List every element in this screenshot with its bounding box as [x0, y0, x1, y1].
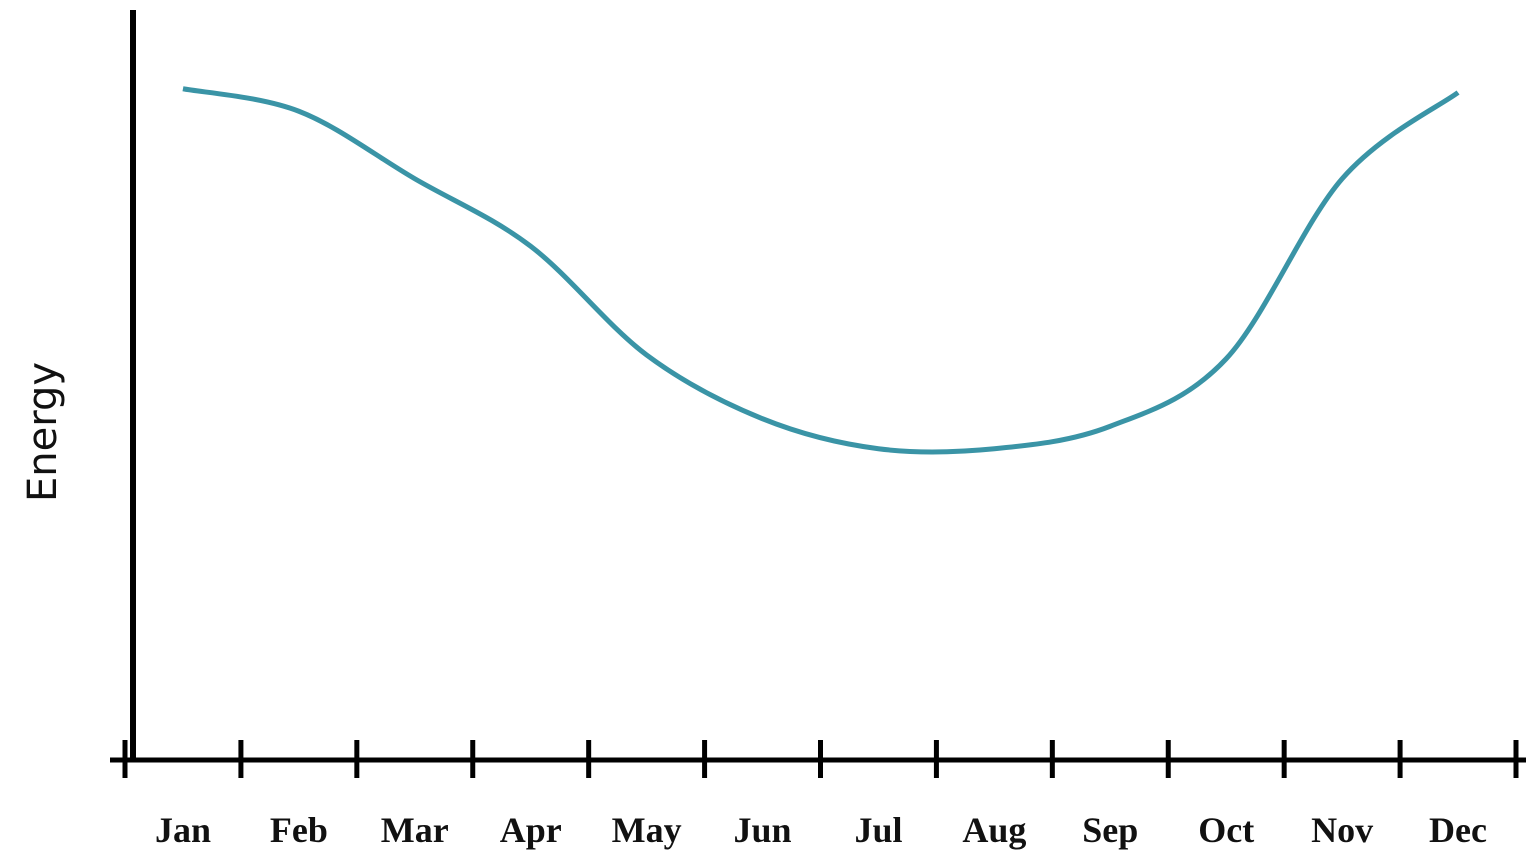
y-axis-label: Energy: [20, 362, 66, 502]
x-tick-label: Dec: [1429, 810, 1487, 850]
x-tick-label: Oct: [1198, 810, 1254, 850]
x-tick-label: Mar: [381, 810, 449, 850]
x-tick-label: Jan: [155, 810, 211, 850]
line: [182, 86, 1460, 455]
x-tick-label: Apr: [500, 810, 562, 850]
x-tick-label: Feb: [270, 810, 328, 850]
x-tick-label: Jul: [854, 810, 902, 850]
x-tick-label: Nov: [1311, 810, 1373, 850]
x-tick-label: May: [612, 810, 682, 850]
x-tick-label: Aug: [962, 810, 1026, 850]
x-tick-label: Sep: [1082, 810, 1138, 850]
x-tick-label: Jun: [734, 810, 792, 850]
